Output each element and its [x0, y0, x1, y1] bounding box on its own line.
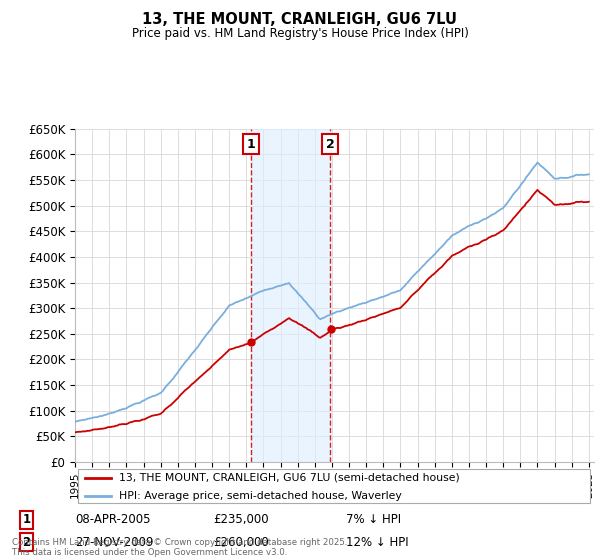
Text: £235,000: £235,000: [214, 513, 269, 526]
Text: 1: 1: [22, 513, 31, 526]
Bar: [251, 129, 330, 462]
Text: Price paid vs. HM Land Registry's House Price Index (HPI): Price paid vs. HM Land Registry's House …: [131, 27, 469, 40]
FancyBboxPatch shape: [77, 469, 590, 503]
Text: 12% ↓ HPI: 12% ↓ HPI: [346, 536, 409, 549]
Text: 2: 2: [22, 536, 31, 549]
Text: 2: 2: [326, 138, 335, 151]
Text: 27-NOV-2009: 27-NOV-2009: [76, 536, 154, 549]
Text: £260,000: £260,000: [214, 536, 269, 549]
Text: 13, THE MOUNT, CRANLEIGH, GU6 7LU (semi-detached house): 13, THE MOUNT, CRANLEIGH, GU6 7LU (semi-…: [119, 473, 460, 483]
Text: 08-APR-2005: 08-APR-2005: [76, 513, 151, 526]
Text: 7% ↓ HPI: 7% ↓ HPI: [346, 513, 401, 526]
Text: 1: 1: [247, 138, 255, 151]
Text: Contains HM Land Registry data © Crown copyright and database right 2025.
This d: Contains HM Land Registry data © Crown c…: [12, 538, 347, 557]
Text: 13, THE MOUNT, CRANLEIGH, GU6 7LU: 13, THE MOUNT, CRANLEIGH, GU6 7LU: [143, 12, 458, 27]
Text: HPI: Average price, semi-detached house, Waverley: HPI: Average price, semi-detached house,…: [119, 491, 402, 501]
